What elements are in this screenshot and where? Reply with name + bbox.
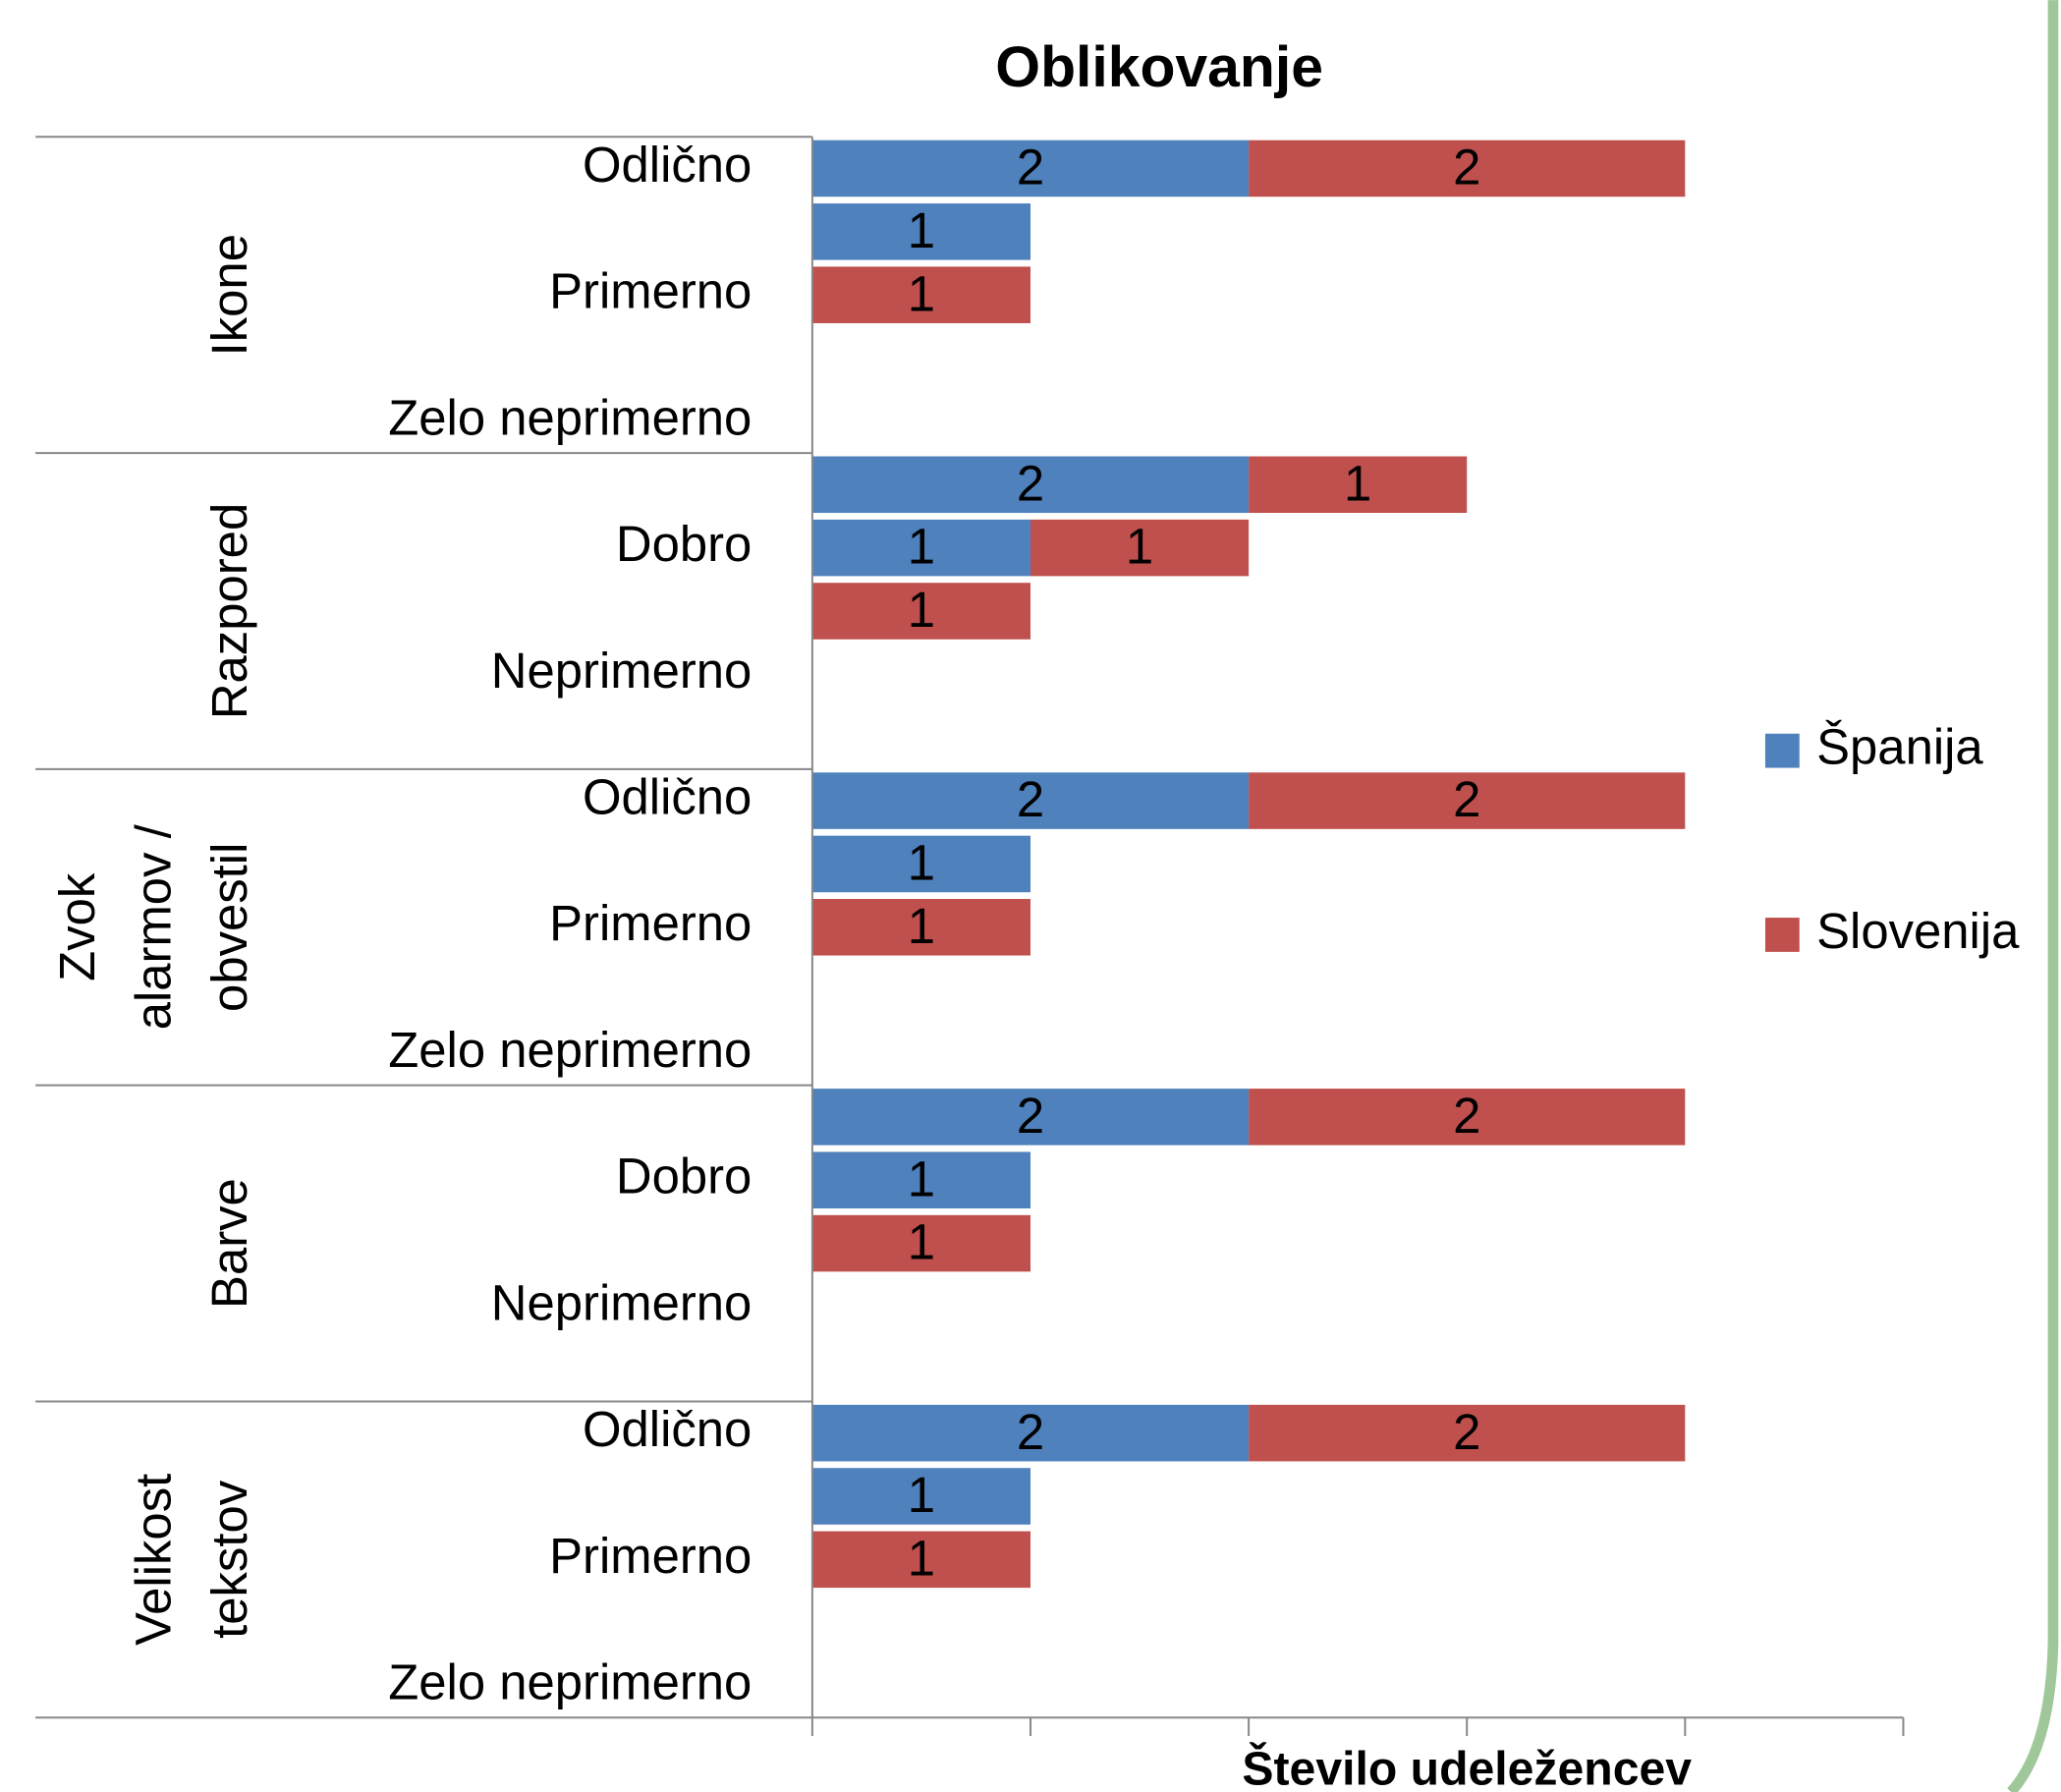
data-label: 1 [908, 582, 935, 638]
group-label: Ikone [202, 234, 258, 356]
bar [811, 1531, 1030, 1589]
category-label: Zelo neprimerno [388, 1654, 752, 1710]
group-label-line: alarmov / [126, 823, 182, 1030]
data-label: 2 [1453, 140, 1480, 196]
bar [811, 203, 1030, 260]
group-label-line: obvestil [202, 843, 258, 1012]
decoration [2007, 0, 2059, 1792]
group-label: Barve [202, 1178, 258, 1309]
data-label: 1 [908, 1530, 935, 1586]
data-label: 1 [1126, 519, 1153, 575]
bar [811, 1468, 1030, 1525]
bar [1249, 456, 1468, 514]
data-label: 2 [1453, 1404, 1480, 1460]
group-label-line: Razpored [202, 503, 258, 719]
category-label: Odlično [583, 768, 752, 824]
data-label: 1 [1344, 455, 1371, 511]
group-label-line: Velikost [126, 1474, 182, 1646]
data-label: 2 [1017, 1404, 1044, 1460]
legend-label: Slovenija [1816, 903, 2020, 959]
x-axis-title: Število udeležencev [1242, 1742, 1692, 1792]
bar [811, 140, 1250, 197]
group-label-line: Ikone [202, 234, 258, 356]
group-label-line: Zvok [49, 872, 105, 981]
category-label: Neprimerno [491, 643, 752, 699]
bar [811, 1089, 1250, 1146]
legend-swatch [1764, 733, 1800, 768]
bar [1030, 519, 1250, 577]
bar [811, 456, 1250, 514]
group-label-line: tekstov [202, 1480, 258, 1639]
data-label: 1 [908, 898, 935, 954]
data-label: 1 [908, 202, 935, 258]
bar [1249, 772, 1686, 829]
bar [1249, 1089, 1686, 1146]
category-label: Dobro [616, 1148, 752, 1204]
category-label: Zelo neprimerno [388, 1022, 752, 1078]
category-label: Odlično [583, 1401, 752, 1457]
bar [811, 1151, 1030, 1208]
category-label: Primerno [549, 1528, 752, 1584]
bar [1249, 1404, 1686, 1462]
group-label: Velikost tekstov [126, 1474, 258, 1646]
category-label: Primerno [549, 263, 752, 319]
legend-swatch [1764, 918, 1800, 952]
data-label: 2 [1017, 455, 1044, 511]
bar [811, 835, 1030, 893]
group-label: Razpored [202, 503, 258, 719]
category-label: Primerno [549, 895, 752, 951]
bar [811, 1214, 1030, 1272]
data-label: 2 [1017, 140, 1044, 196]
legend-label: Španija [1816, 719, 1983, 775]
group-label: Zvok alarmov / obvestil [49, 823, 257, 1030]
data-label: 1 [908, 519, 935, 575]
group-label-line: Barve [202, 1178, 258, 1309]
data-label: 2 [1017, 771, 1044, 827]
category-label: Zelo neprimerno [388, 389, 752, 445]
data-label: 2 [1453, 771, 1480, 827]
bar [1249, 140, 1686, 197]
bar [811, 583, 1030, 640]
data-label: 1 [908, 1467, 935, 1523]
bar [811, 266, 1030, 323]
bar [811, 1404, 1250, 1462]
category-label: Odlično [583, 137, 752, 193]
category-label: Dobro [616, 516, 752, 572]
bar [811, 772, 1250, 829]
category-label: Neprimerno [491, 1274, 752, 1330]
data-label: 2 [1453, 1088, 1480, 1144]
data-label: 1 [908, 265, 935, 321]
bar [811, 519, 1030, 577]
data-label: 2 [1017, 1088, 1044, 1144]
chart-title: Oblikovanje [995, 35, 1323, 99]
data-label: 1 [908, 1150, 935, 1206]
bar [811, 899, 1030, 956]
data-label: 1 [908, 835, 935, 891]
data-label: 1 [908, 1214, 935, 1270]
